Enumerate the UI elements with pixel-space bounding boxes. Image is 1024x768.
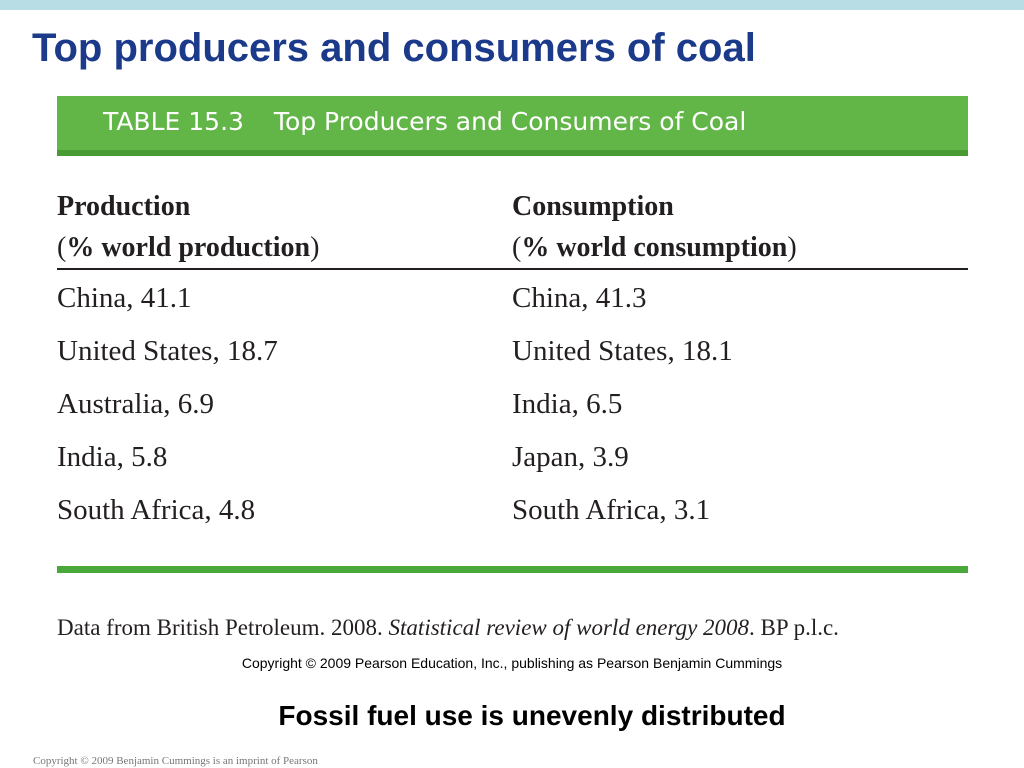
slide-subtitle: Fossil fuel use is unevenly distributed xyxy=(278,700,786,731)
production-rows: China, 41.1 United States, 18.7 Australi… xyxy=(57,272,278,537)
table-label: TABLE 15.3 xyxy=(103,107,244,136)
table-bottom-rule xyxy=(57,566,968,573)
consumption-rows: China, 41.3 United States, 18.1 India, 6… xyxy=(512,272,733,537)
source-title: Statistical review of world energy 2008 xyxy=(388,615,750,640)
footer-copyright: Copyright © 2009 Benjamin Cummings is an… xyxy=(33,755,318,767)
header-rule xyxy=(57,268,968,270)
table-row: India, 6.5 xyxy=(512,388,623,420)
production-column-header: Production (% world production) xyxy=(57,186,319,268)
production-subheader-text: % world production xyxy=(66,232,311,263)
table-copyright: Copyright © 2009 Pearson Education, Inc.… xyxy=(241,655,783,671)
slide-title: Top producers and consumers of coal xyxy=(32,26,756,70)
production-header: Production xyxy=(57,191,191,222)
production-subheader: (% world production) xyxy=(57,227,319,268)
source-prefix: Data from British Petroleum. 2008. xyxy=(57,615,389,640)
top-accent-stripe xyxy=(0,0,1024,10)
consumption-header: Consumption xyxy=(512,191,674,222)
table-row: China, 41.1 xyxy=(57,282,192,314)
consumption-subheader-text: % world consumption xyxy=(521,232,788,263)
table-row: United States, 18.7 xyxy=(57,335,278,367)
banner-underline xyxy=(57,150,968,156)
consumption-subheader-close: ) xyxy=(787,232,797,263)
table-row: Japan, 3.9 xyxy=(512,441,629,473)
table-row: South Africa, 4.8 xyxy=(57,494,256,526)
table-row: South Africa, 3.1 xyxy=(512,494,711,526)
consumption-subheader: (% world consumption) xyxy=(512,227,797,268)
table-title: Top Producers and Consumers of Coal xyxy=(273,107,747,136)
table-caption: TABLE 15.3 Top Producers and Consumers of… xyxy=(103,107,746,136)
table-row: China, 41.3 xyxy=(512,282,647,314)
table-row: Australia, 6.9 xyxy=(57,388,215,420)
production-subheader-open: ( xyxy=(57,232,67,263)
consumption-column-header: Consumption (% world consumption) xyxy=(512,186,797,268)
source-suffix: . BP p.l.c. xyxy=(749,615,839,640)
table-row: United States, 18.1 xyxy=(512,335,733,367)
consumption-subheader-open: ( xyxy=(512,232,522,263)
table-banner: TABLE 15.3 Top Producers and Consumers of… xyxy=(57,96,968,150)
source-note: Data from British Petroleum. 2008. Stati… xyxy=(57,615,839,641)
production-subheader-close: ) xyxy=(310,232,320,263)
table-row: India, 5.8 xyxy=(57,441,168,473)
